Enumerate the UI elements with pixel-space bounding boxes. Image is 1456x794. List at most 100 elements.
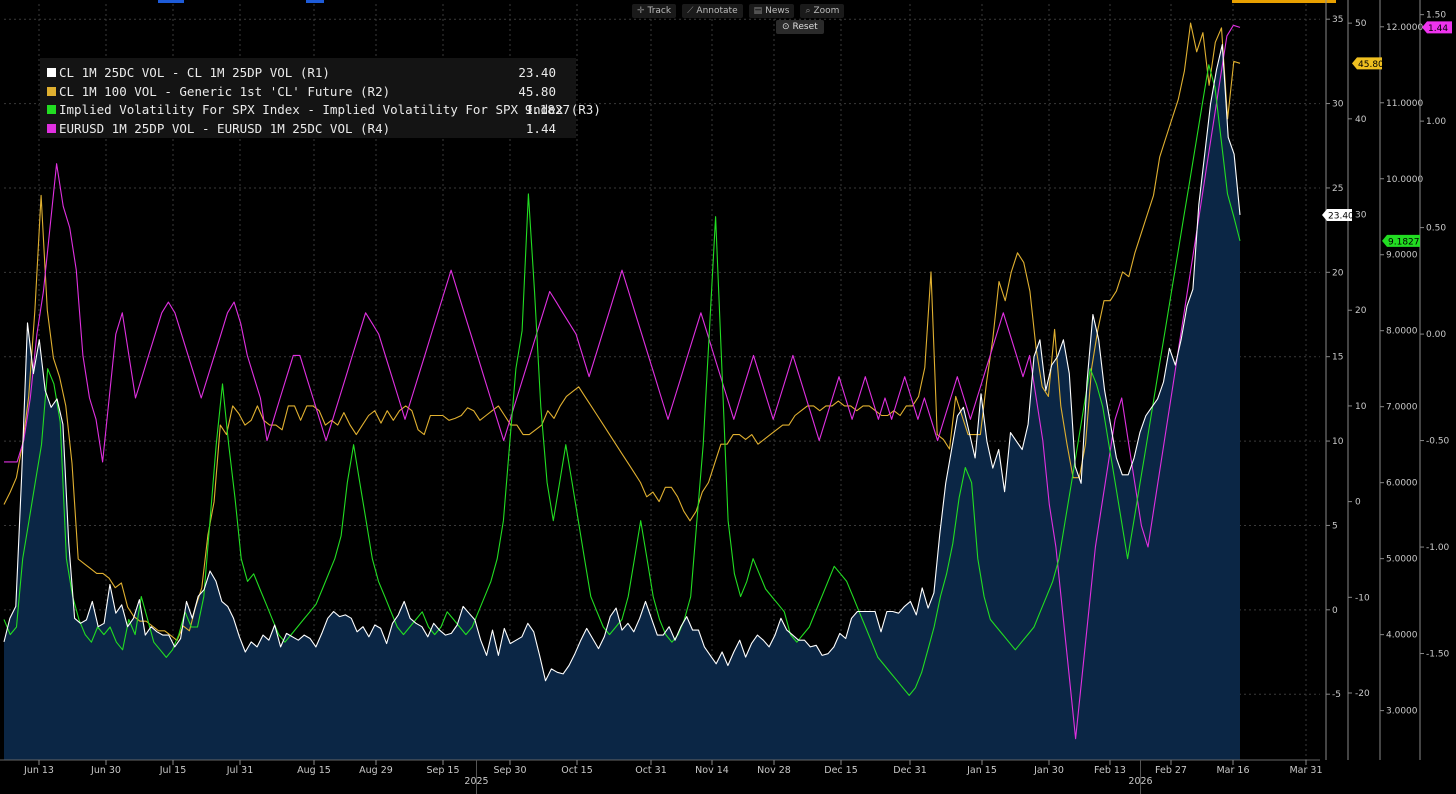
legend-swatch-r4 (47, 123, 56, 133)
axis-label-r1: 25 (1332, 184, 1343, 194)
axis-label-r2: 30 (1355, 211, 1367, 221)
x-tick-label: Jul 31 (226, 765, 254, 776)
track-button[interactable]: ✛ Track (632, 4, 677, 18)
axis-label-r3: 6.0000 (1386, 479, 1418, 489)
axis-label-r2: 50 (1355, 19, 1367, 29)
axis-label-r1: 0 (1332, 606, 1338, 616)
annotate-button[interactable]: ⟋ Annotate (682, 4, 743, 18)
x-tick-label: Dec 15 (824, 765, 858, 776)
magnifier-icon: ⌕ (805, 6, 811, 16)
axis-label-r3: 9.0000 (1386, 251, 1418, 261)
x-tick-label: Mar 16 (1216, 765, 1249, 776)
legend-label-r1: CL 1M 25DC VOL - CL 1M 25DP VOL (R1) (59, 65, 330, 80)
axis-label-r2: -10 (1355, 593, 1370, 603)
reset-label: Reset (792, 22, 818, 32)
axis-label-r4: 1.50 (1426, 11, 1446, 21)
last-value-label-r1: 23.40 (1328, 211, 1354, 221)
x-tick-label: Oct 31 (635, 765, 667, 776)
legend-label-r3: Implied Volatility For SPX Index - Impli… (59, 102, 601, 117)
x-tick-label: Mar 31 (1289, 765, 1322, 776)
legend-value-r1: 23.40 (518, 65, 556, 80)
legend-entry-r3[interactable]: Implied Volatility For SPX Index - Impli… (40, 101, 601, 119)
axis-label-r3: 12.0000 (1386, 23, 1423, 33)
legend-value-r3: 9.1827 (524, 102, 570, 117)
top-blue-marker-1 (158, 0, 184, 3)
last-value-tag-r3 (1382, 234, 1420, 247)
news-button[interactable]: ▤ News (748, 4, 795, 18)
x-tick-label: Jan 30 (1033, 765, 1064, 776)
reset-button[interactable]: ⊙ Reset (776, 20, 824, 34)
last-value-label-r3: 9.1827 (1388, 237, 1420, 247)
track-label: Track (647, 6, 672, 16)
crosshair-icon: ✛ (637, 6, 645, 16)
x-tick-label: Jun 13 (23, 765, 54, 776)
legend-value-r4: 1.44 (525, 120, 556, 136)
year-label: 2026 (1128, 776, 1152, 787)
axis-label-r2: 40 (1355, 115, 1367, 125)
reset-icon: ⊙ (782, 22, 790, 32)
news-label: News (765, 6, 790, 16)
x-tick-label: Aug 29 (359, 765, 393, 776)
axis-label-r3: 7.0000 (1386, 403, 1418, 413)
zoom-button[interactable]: ⌕ Zoom (800, 4, 845, 18)
chart-legend: CL 1M 25DC VOL - CL 1M 25DP VOL (R1) 23.4… (40, 58, 601, 138)
axis-label-r3: 3.0000 (1386, 707, 1418, 717)
x-tick-label: Feb 27 (1155, 765, 1187, 776)
axis-label-r4: -0.50 (1426, 437, 1450, 447)
axis-label-r1: 10 (1332, 437, 1344, 447)
top-orange-marker (1232, 0, 1336, 3)
legend-entry-r1[interactable]: CL 1M 25DC VOL - CL 1M 25DP VOL (R1) 23.4… (40, 64, 576, 82)
legend-value-r2: 45.80 (518, 83, 556, 99)
last-value-label-r2: 45.80 (1358, 60, 1384, 70)
axis-label-r2: -20 (1355, 689, 1370, 699)
x-tick-label: Aug 15 (297, 765, 331, 776)
last-value-label-r4: 1.44 (1428, 24, 1448, 34)
axis-label-r3: 4.0000 (1386, 631, 1418, 641)
x-tick-label: Oct 15 (561, 765, 593, 776)
x-tick-label: Sep 30 (493, 765, 526, 776)
x-tick-label: Sep 15 (426, 765, 459, 776)
x-tick-label: Dec 31 (893, 765, 927, 776)
axis-label-r3: 5.0000 (1386, 555, 1418, 565)
legend-entry-r4[interactable]: EURUSD 1M 25DP VOL - EURUSD 1M 25DC VOL … (40, 120, 576, 138)
axis-label-r4: 0.00 (1426, 330, 1446, 340)
axis-label-r1: 15 (1332, 353, 1343, 363)
year-label: 2025 (464, 776, 488, 787)
axis-label-r4: -1.50 (1426, 650, 1450, 660)
axis-label-r4: -1.00 (1426, 543, 1450, 553)
axis-label-r2: 10 (1355, 402, 1367, 412)
axis-label-r3: 8.0000 (1386, 327, 1418, 337)
axis-label-r1: 20 (1332, 268, 1344, 278)
legend-swatch-r3 (47, 105, 56, 114)
axis-label-r4: 0.50 (1426, 224, 1446, 234)
x-tick-label: Nov 14 (695, 765, 729, 776)
news-icon: ▤ (753, 6, 763, 16)
legend-swatch-r1 (47, 68, 56, 77)
axis-label-r2: 0 (1355, 498, 1361, 508)
axis-label-r3: 10.0000 (1386, 175, 1423, 185)
legend-label-r4: EURUSD 1M 25DP VOL - EURUSD 1M 25DC VOL … (59, 120, 391, 136)
axis-label-r4: 1.00 (1426, 117, 1446, 127)
series-line-r3 (3, 64, 1241, 696)
axis-label-r1: 5 (1332, 521, 1338, 531)
x-tick-label: Jun 30 (90, 765, 121, 776)
chart-toolbar: ✛ Track ⟋ Annotate ▤ News ⌕ Zoom (632, 4, 845, 18)
axis-label-r1: -5 (1332, 690, 1341, 700)
pencil-icon: ⟋ (687, 6, 694, 16)
legend-swatch-r2 (47, 86, 56, 96)
legend-entry-r2[interactable]: CL 1M 100 VOL - Generic 1st 'CL' Future … (40, 83, 576, 101)
annotate-label: Annotate (696, 6, 738, 16)
axis-label-r1: 35 (1332, 15, 1343, 25)
last-value-tag-r4 (1422, 21, 1452, 34)
zoom-label: Zoom (813, 6, 840, 16)
x-tick-label: Feb 13 (1094, 765, 1126, 776)
x-tick-label: Nov 28 (757, 765, 791, 776)
axis-label-r3: 11.0000 (1386, 99, 1423, 109)
axis-label-r2: 20 (1355, 306, 1367, 316)
top-blue-marker-2 (306, 0, 324, 3)
legend-label-r2: CL 1M 100 VOL - Generic 1st 'CL' Future … (59, 83, 391, 99)
axis-label-r1: 30 (1332, 100, 1344, 110)
x-tick-label: Jul 15 (159, 765, 187, 776)
last-value-tag-r1 (1322, 208, 1352, 221)
last-value-tag-r2 (1352, 57, 1382, 70)
